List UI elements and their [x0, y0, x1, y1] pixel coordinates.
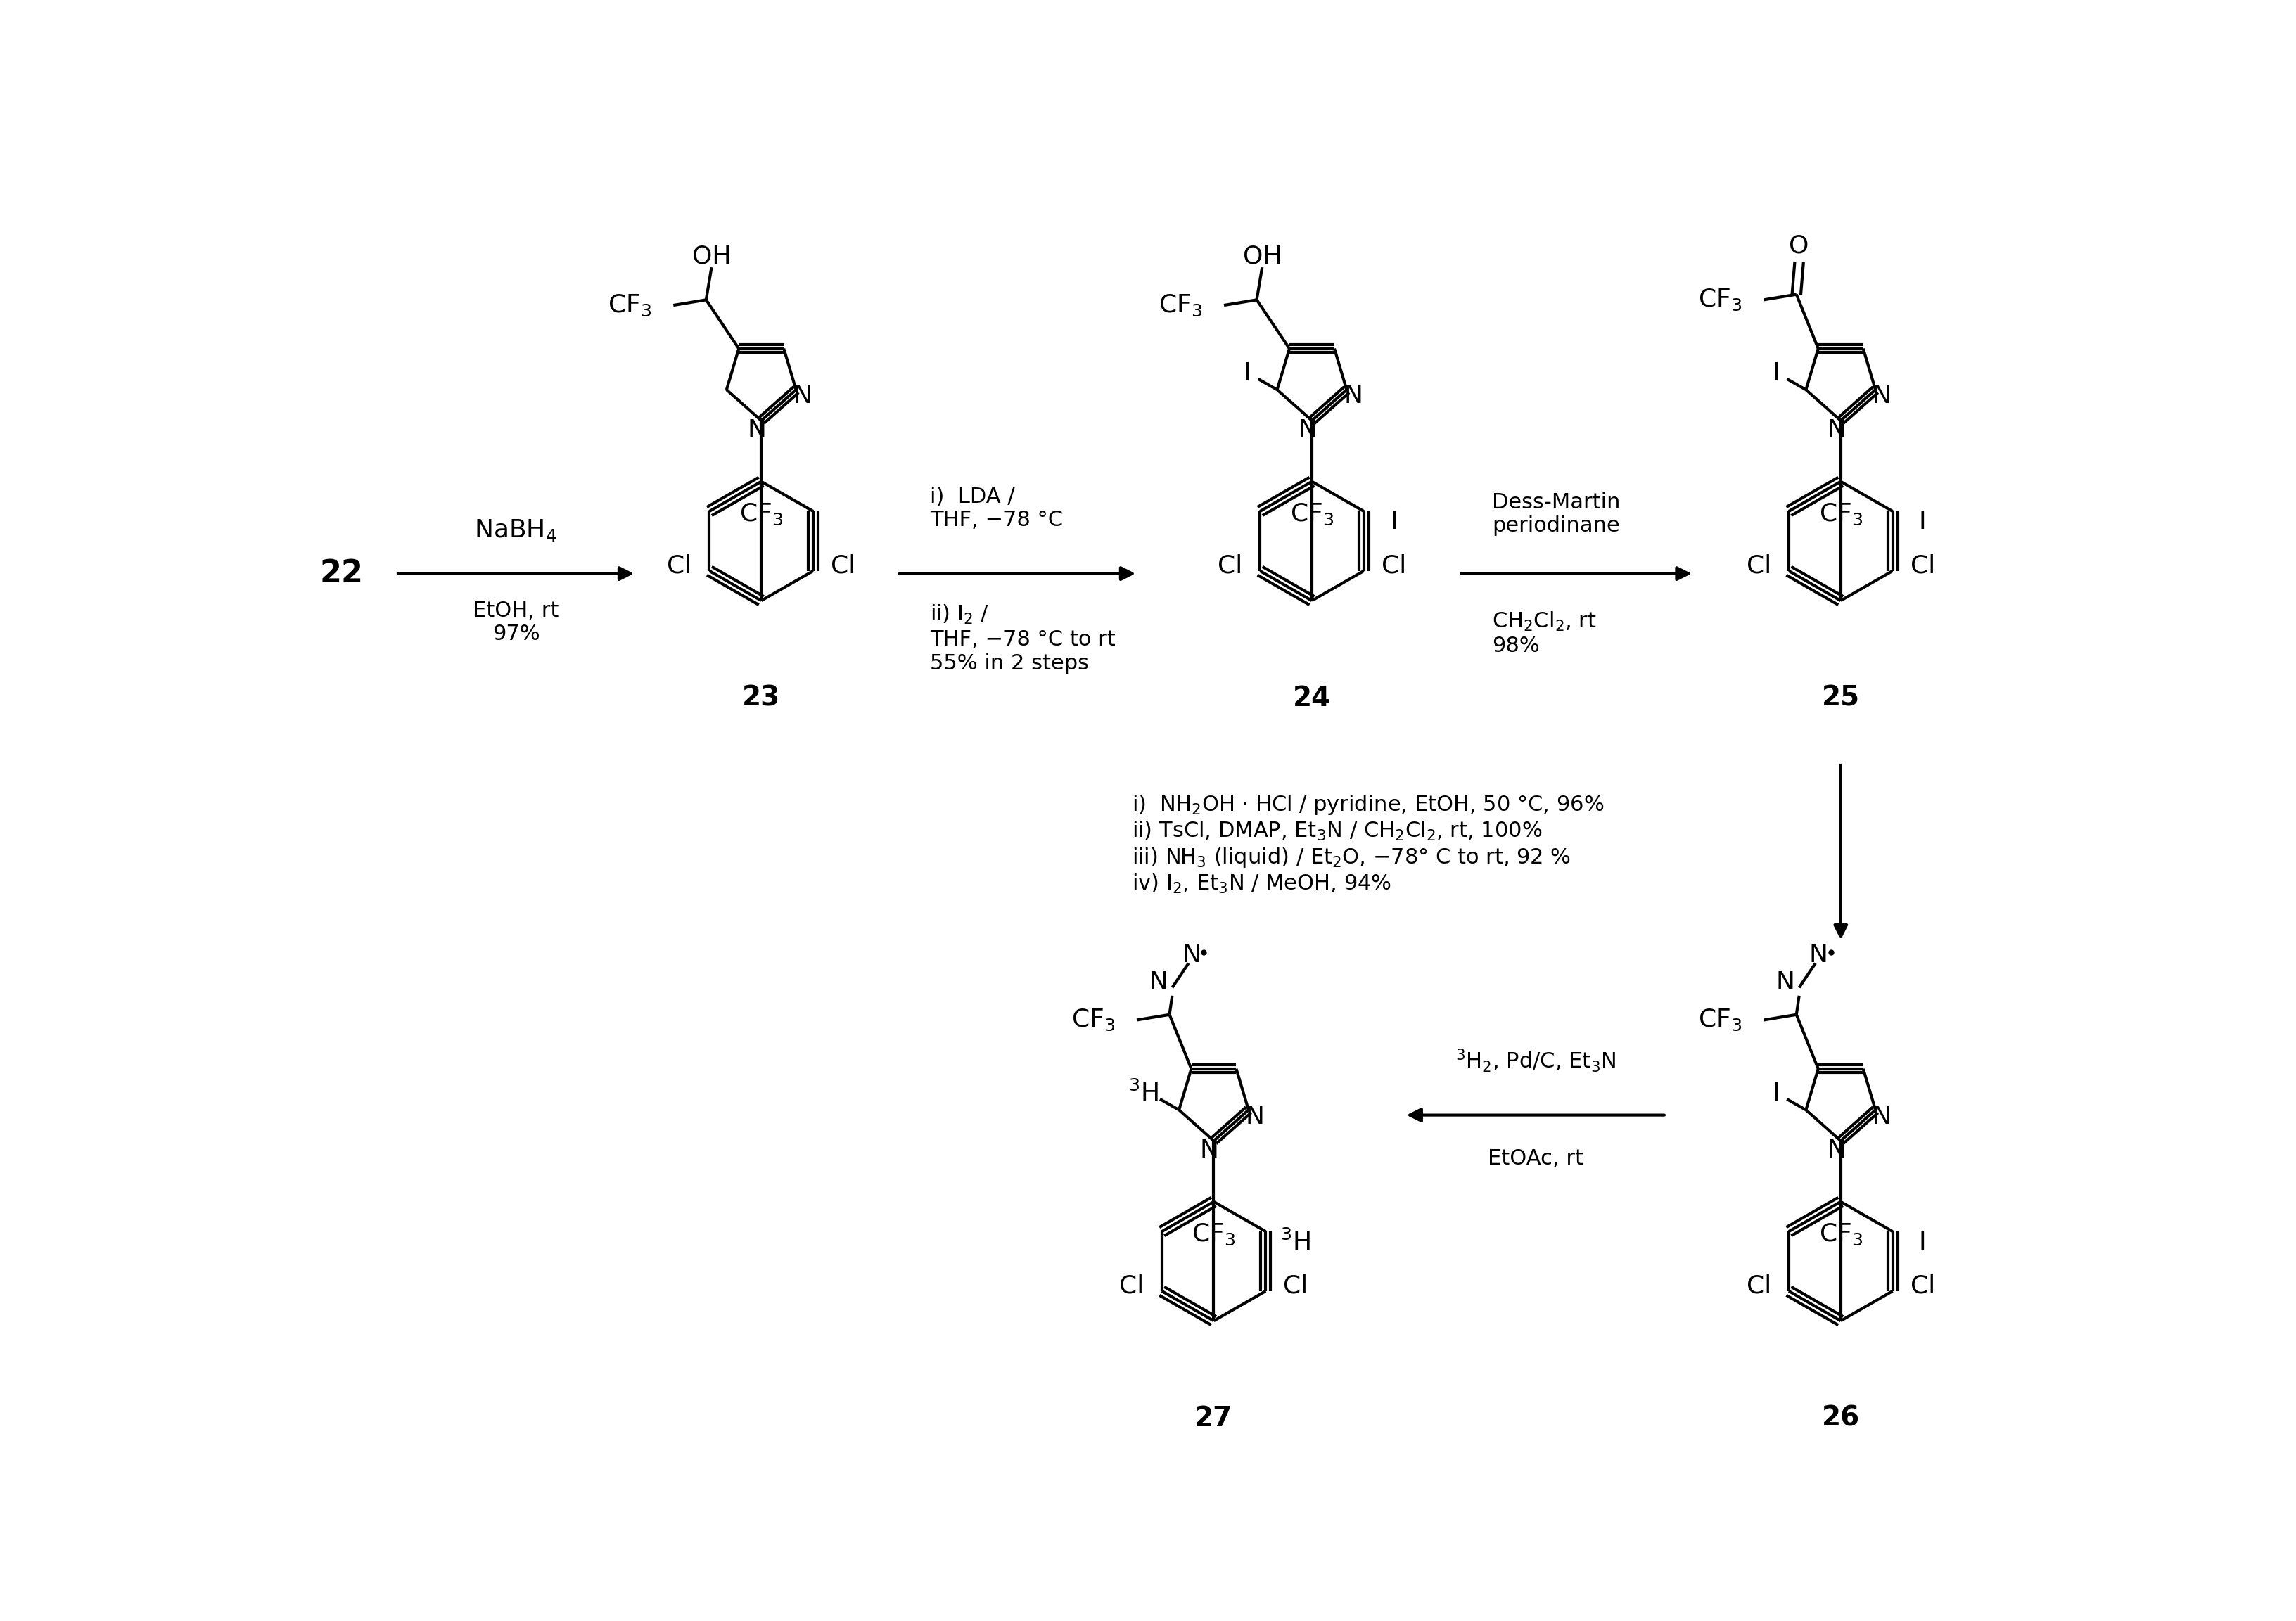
Text: CF$_3$: CF$_3$ [1157, 293, 1203, 318]
Text: N: N [1809, 943, 1828, 968]
Text: Dess-Martin
periodinane: Dess-Martin periodinane [1492, 493, 1621, 537]
Text: N: N [1828, 1138, 1846, 1162]
Text: Cl: Cl [1217, 553, 1242, 577]
Text: N: N [1201, 1138, 1219, 1162]
Text: CF$_3$: CF$_3$ [1290, 501, 1334, 527]
Text: OH: OH [1242, 245, 1281, 269]
Text: CF$_3$: CF$_3$ [1699, 1008, 1743, 1033]
Text: I: I [1919, 511, 1926, 533]
Text: EtOH, rt
97%: EtOH, rt 97% [473, 600, 558, 644]
Text: N: N [1343, 384, 1364, 408]
Text: CF$_3$: CF$_3$ [608, 293, 652, 318]
Text: N: N [1874, 1104, 1892, 1128]
Text: CF$_3$: CF$_3$ [739, 501, 783, 527]
Text: CF$_3$: CF$_3$ [1192, 1222, 1235, 1247]
Text: N: N [1777, 971, 1795, 994]
Text: Cl: Cl [1747, 1274, 1770, 1297]
Text: N: N [1874, 384, 1892, 408]
Text: Cl: Cl [1910, 553, 1936, 577]
Text: N: N [1182, 943, 1201, 968]
Text: I: I [1919, 1230, 1926, 1255]
Text: OH: OH [691, 245, 730, 269]
Text: CF$_3$: CF$_3$ [1699, 287, 1743, 313]
Text: CF$_3$: CF$_3$ [1818, 1222, 1862, 1247]
Text: 25: 25 [1821, 684, 1860, 712]
Text: N: N [748, 418, 767, 443]
Text: 22: 22 [319, 559, 363, 588]
Text: N: N [1828, 418, 1846, 443]
Text: O: O [1789, 233, 1809, 258]
Text: Cl: Cl [1120, 1274, 1143, 1297]
Text: N: N [1297, 418, 1318, 443]
Text: Cl: Cl [1747, 553, 1770, 577]
Text: EtOAc, rt: EtOAc, rt [1488, 1148, 1584, 1169]
Text: I: I [1244, 361, 1251, 386]
Text: ii) I$_2$ /
THF, −78 °C to rt
55% in 2 steps: ii) I$_2$ / THF, −78 °C to rt 55% in 2 s… [930, 603, 1116, 673]
Text: I: I [1773, 1081, 1779, 1106]
Text: CH$_2$Cl$_2$, rt
98%: CH$_2$Cl$_2$, rt 98% [1492, 609, 1596, 657]
Text: 27: 27 [1194, 1405, 1233, 1431]
Text: NaBH$_4$: NaBH$_4$ [475, 517, 558, 543]
Text: 26: 26 [1821, 1405, 1860, 1431]
Text: 24: 24 [1293, 684, 1332, 712]
Text: Cl: Cl [1283, 1274, 1309, 1297]
Text: N: N [792, 384, 813, 408]
Text: Cl: Cl [831, 553, 856, 577]
Text: Cl: Cl [1910, 1274, 1936, 1297]
Text: $^3$H$_2$, Pd/C, Et$_3$N: $^3$H$_2$, Pd/C, Et$_3$N [1456, 1047, 1616, 1075]
Text: N: N [1244, 1104, 1265, 1128]
Text: I: I [1389, 511, 1398, 533]
Text: 23: 23 [742, 684, 781, 712]
Text: $^3$H: $^3$H [1281, 1230, 1311, 1255]
Text: i)  LDA /
THF, −78 °C: i) LDA / THF, −78 °C [930, 486, 1063, 530]
Text: Cl: Cl [666, 553, 691, 577]
Text: CF$_3$: CF$_3$ [1072, 1008, 1116, 1033]
Text: N: N [1148, 971, 1169, 994]
Text: I: I [1773, 361, 1779, 386]
Text: Cl: Cl [1382, 553, 1405, 577]
Text: i)  NH$_2$OH · HCl / pyridine, EtOH, 50 °C, 96%
ii) TsCl, DMAP, Et$_3$N / CH$_2$: i) NH$_2$OH · HCl / pyridine, EtOH, 50 °… [1132, 793, 1605, 895]
Text: CF$_3$: CF$_3$ [1818, 501, 1862, 527]
Text: $^3$H: $^3$H [1127, 1081, 1159, 1107]
